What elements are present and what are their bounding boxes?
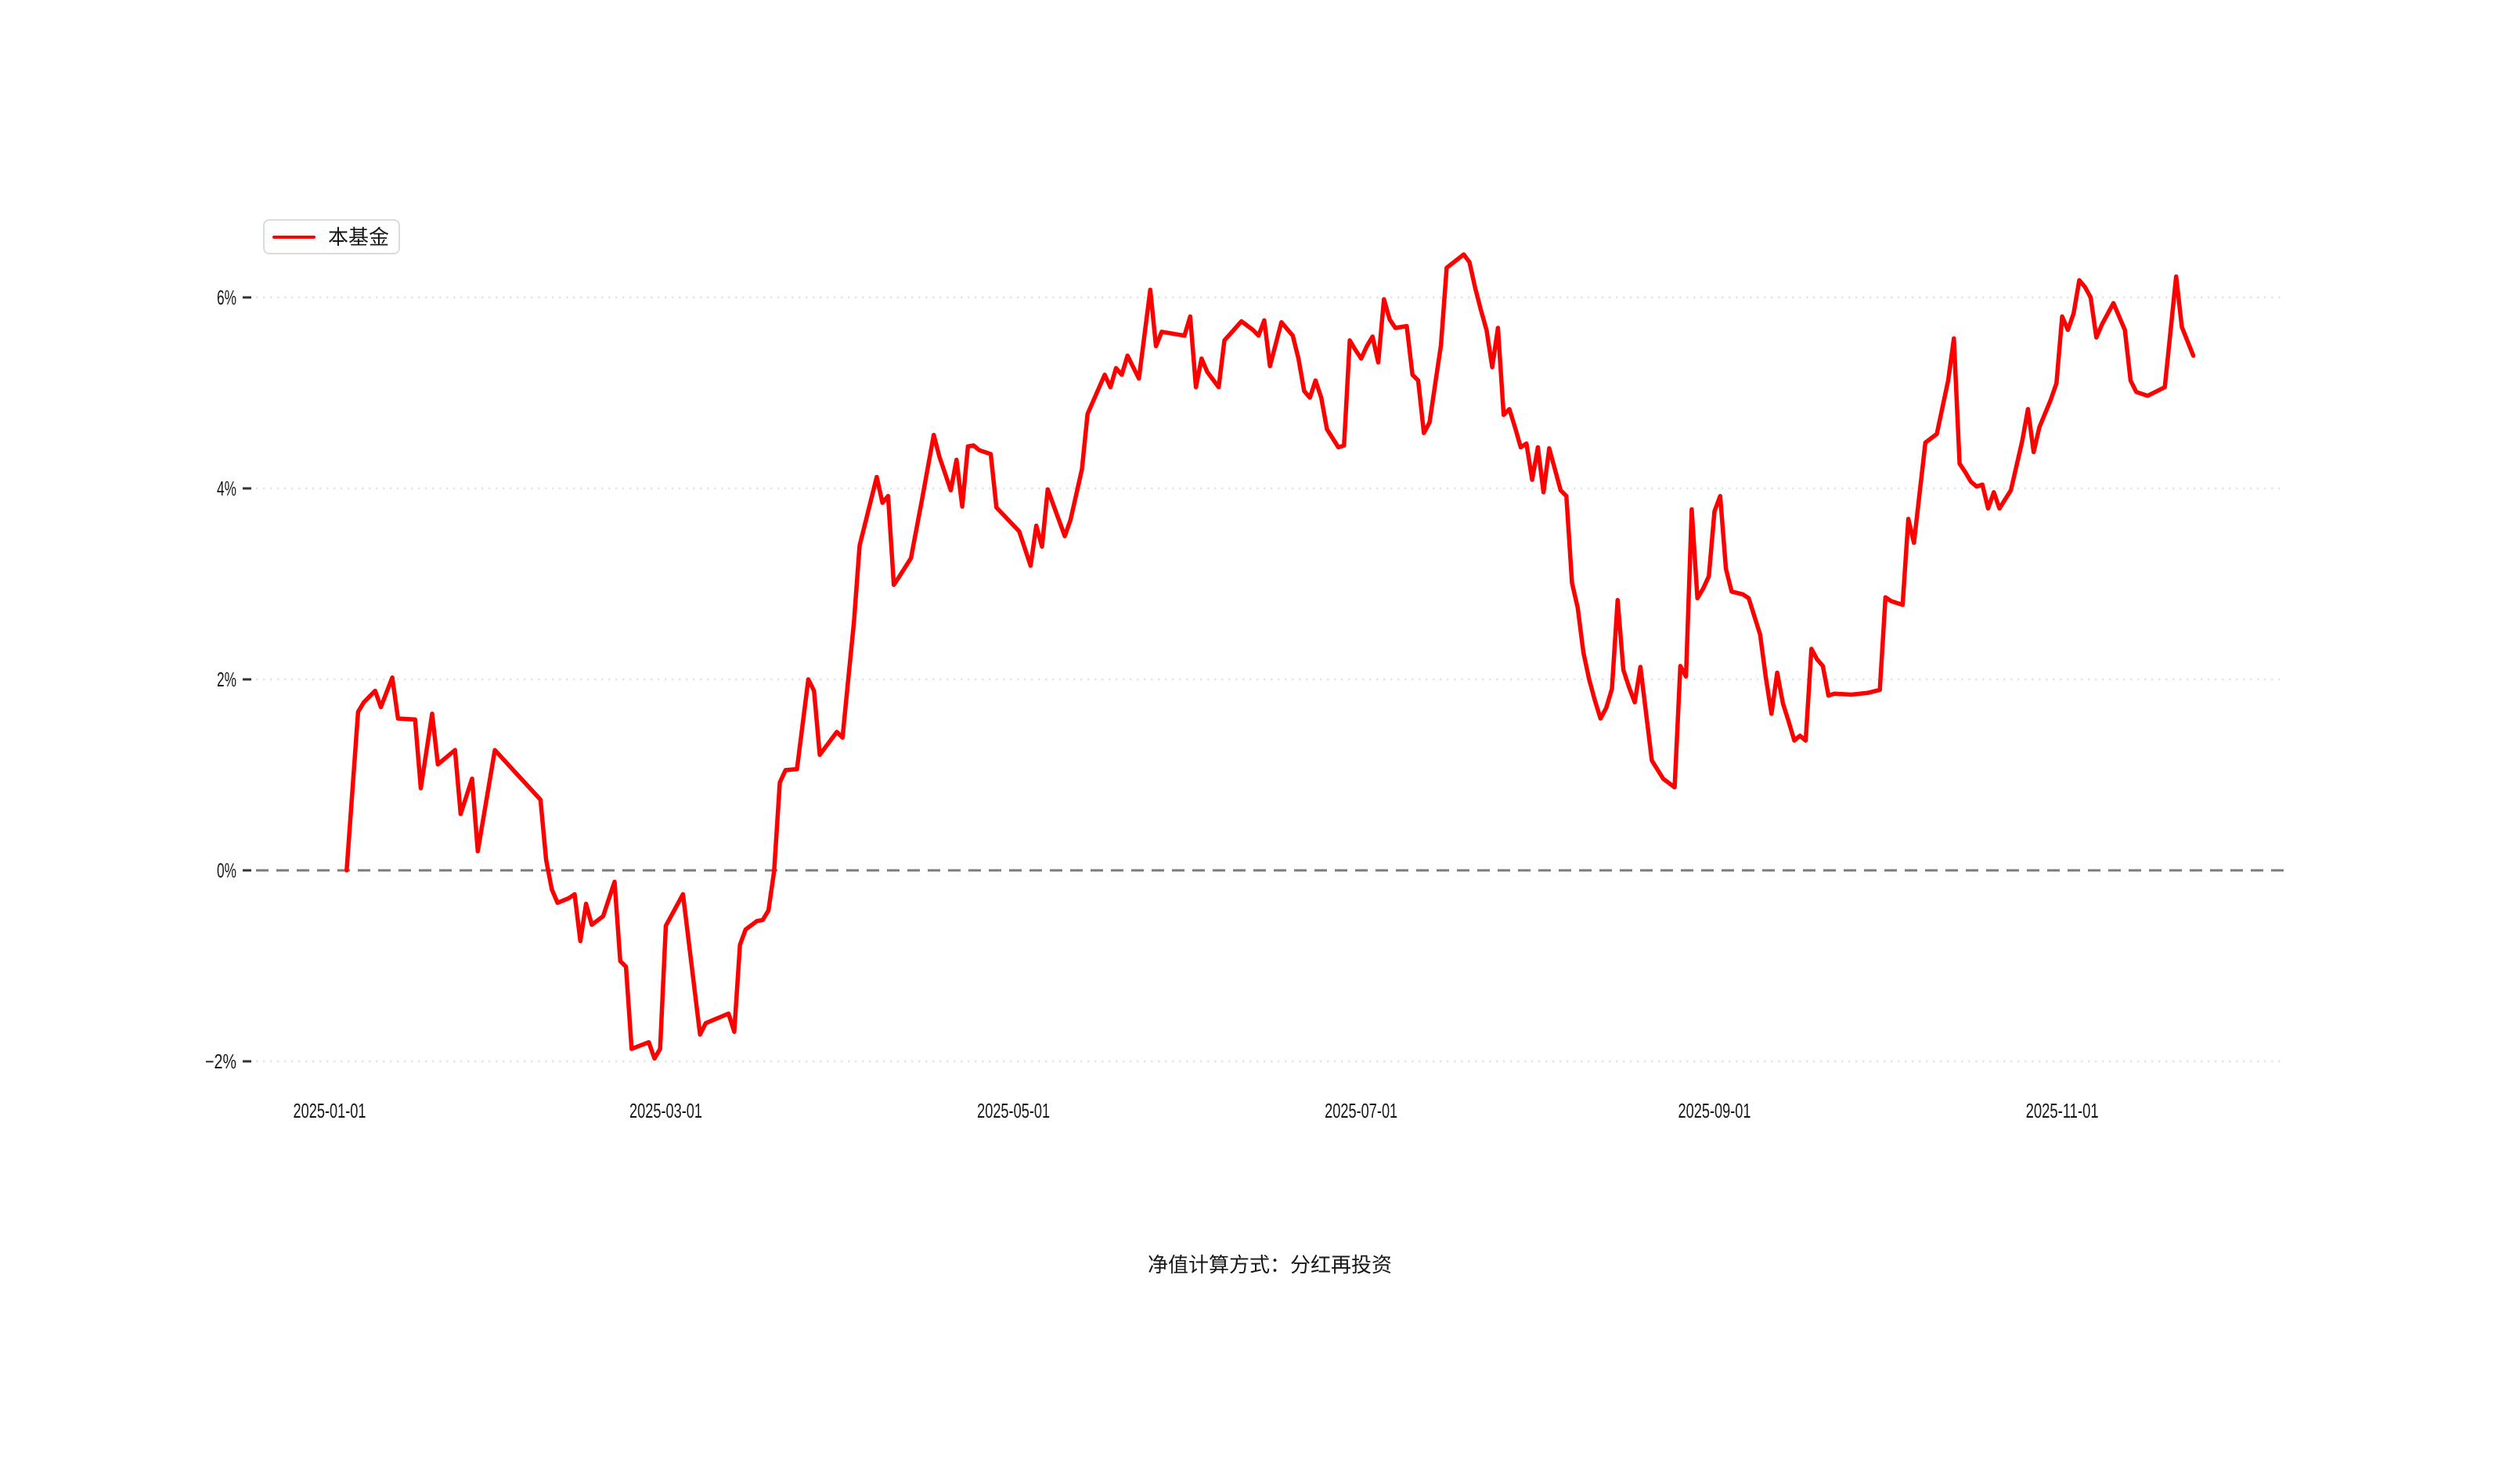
series-line — [344, 252, 2196, 1061]
y-axis-label: 4% — [217, 477, 236, 500]
x-axis-label: 2025-03-01 — [629, 1099, 702, 1122]
y-axis-label: 2% — [217, 668, 236, 691]
legend-item-fund[interactable]: 本基金 — [263, 219, 401, 254]
x-axis-label: 2025-11-01 — [2026, 1099, 2099, 1122]
x-axis-label: 2025-01-01 — [294, 1099, 366, 1122]
x-axis-label: 2025-05-01 — [977, 1099, 1050, 1122]
x-axis-label: 2025-07-01 — [1325, 1099, 1397, 1122]
y-axis-label: 0% — [217, 859, 236, 882]
nav-calculation-note: 净值计算方式：分红再投资 — [1147, 1253, 1392, 1277]
y-axis-label: 6% — [217, 286, 236, 309]
legend-line-swatch — [272, 235, 315, 239]
legend-label: 本基金 — [328, 225, 390, 249]
x-axis-label: 2025-09-01 — [1678, 1099, 1751, 1122]
y-axis-label: −2% — [205, 1050, 236, 1073]
